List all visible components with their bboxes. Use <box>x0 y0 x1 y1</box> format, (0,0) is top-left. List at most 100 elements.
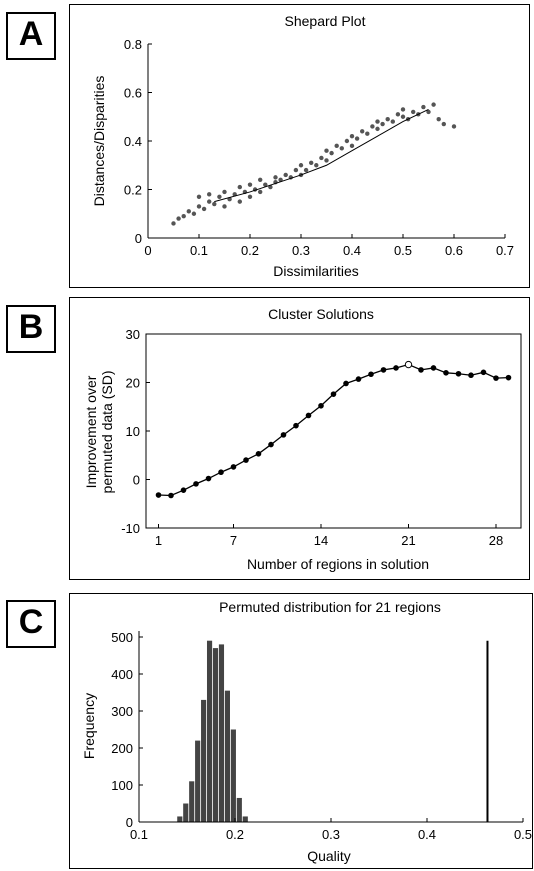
cluster-line <box>158 363 509 497</box>
x-tick-label: 28 <box>489 533 503 548</box>
x-tick-label: 0.7 <box>496 243 514 258</box>
shepard-point <box>293 167 299 173</box>
x-tick-label: 0.2 <box>226 827 244 842</box>
shepard-point <box>365 131 370 136</box>
cluster-point <box>305 412 312 419</box>
histogram-bar <box>206 640 213 822</box>
y-tick-label: 0.6 <box>124 86 142 101</box>
chart-a-x-ticks: 0 0.1 0.2 0.3 0.4 0.5 0.6 0.7 <box>144 234 514 258</box>
cluster-point <box>468 372 474 379</box>
shepard-point <box>324 158 329 163</box>
cluster-point <box>393 365 399 371</box>
chart-a-title: Shepard Plot <box>285 13 366 29</box>
x-tick-label: 0.6 <box>445 243 463 258</box>
cluster-point <box>293 422 299 429</box>
cluster-point <box>355 376 362 382</box>
shepard-point <box>212 201 217 207</box>
shepard-point <box>247 182 253 187</box>
shepard-point <box>217 194 222 199</box>
cluster-point <box>505 374 512 381</box>
chart-b-y-ticks: -10 0 10 20 30 <box>121 327 150 536</box>
x-tick-label: 0 <box>144 243 151 258</box>
y-tick-label: 0.2 <box>124 183 142 198</box>
shepard-point <box>196 194 202 199</box>
chart-shepard: Shepard Plot 0 0.1 0.2 0.3 0.4 0.5 0.6 0.7 0 0.2… <box>91 13 514 279</box>
shepard-point <box>303 167 309 173</box>
shepard-point <box>370 124 375 129</box>
cluster-points <box>155 360 512 499</box>
panel-c-frame <box>69 593 533 869</box>
cluster-point <box>430 365 437 371</box>
x-tick-label: 7 <box>230 533 237 548</box>
histogram-bar <box>201 699 207 822</box>
chart-a-y-ticks: 0 0.2 0.4 0.6 0.8 <box>124 37 152 246</box>
shepard-point <box>191 211 197 216</box>
shepard-point <box>441 121 446 127</box>
cluster-point <box>318 402 324 409</box>
shepard-points <box>171 102 457 226</box>
chart-b-y-label-line2: permuted data (SD) <box>99 371 115 494</box>
cluster-point <box>455 370 462 377</box>
chart-c-y-label: Frequency <box>81 693 97 759</box>
cluster-point <box>168 492 174 499</box>
histogram-bar <box>230 729 236 822</box>
shepard-point <box>426 109 431 115</box>
cluster-point <box>368 371 374 378</box>
y-tick-label: 30 <box>126 327 140 342</box>
shepard-point <box>451 124 457 129</box>
shepard-point <box>339 146 344 151</box>
chart-c-x-ticks: 0.1 0.2 0.3 0.4 0.5 <box>130 818 532 842</box>
cluster-point <box>480 369 487 376</box>
histogram-bar <box>218 644 225 822</box>
histogram-bar <box>242 816 248 822</box>
cluster-point <box>443 370 449 376</box>
shepard-point <box>196 204 202 209</box>
cluster-point <box>280 432 287 438</box>
shepard-point <box>324 148 329 153</box>
shepard-point <box>283 172 288 178</box>
shepard-point <box>181 213 186 219</box>
cluster-point <box>380 367 387 373</box>
cluster-point <box>330 391 337 397</box>
x-tick-label: 0.3 <box>292 243 310 258</box>
chart-b-axes-box <box>145 333 522 529</box>
shepard-point <box>334 143 339 149</box>
shepard-point <box>319 155 324 161</box>
shepard-point <box>237 184 242 190</box>
cluster-point <box>205 475 212 482</box>
chart-b-x-ticks: 1 7 14 21 28 <box>155 524 503 548</box>
cluster-point <box>418 367 424 373</box>
chart-a-x-label: Dissimilarities <box>273 263 359 279</box>
y-tick-label: 0 <box>133 473 140 488</box>
histogram-bar <box>212 648 219 822</box>
shepard-point <box>207 192 212 197</box>
y-tick-label: 0.8 <box>124 37 142 52</box>
y-tick-label: 300 <box>111 704 133 719</box>
panel-label-c: C <box>6 600 56 648</box>
chart-b-y-label-line1: Improvement over <box>83 375 99 488</box>
shepard-point <box>186 209 191 214</box>
shepard-point <box>263 182 268 187</box>
panel-a-frame <box>69 4 530 288</box>
shepard-point <box>360 129 365 134</box>
x-tick-label: 0.4 <box>343 243 361 258</box>
shepard-fit-line <box>214 109 429 203</box>
y-tick-label: 10 <box>126 424 140 439</box>
cluster-point <box>180 487 187 493</box>
shepard-point <box>344 138 350 144</box>
shepard-point <box>385 116 390 122</box>
histogram-bar <box>189 781 195 822</box>
shepard-point <box>222 204 227 209</box>
y-tick-label: 400 <box>111 667 133 682</box>
cluster-point <box>243 457 249 463</box>
cluster-point <box>155 492 162 498</box>
shepard-point <box>411 109 416 115</box>
histogram-bar <box>177 816 183 822</box>
shepard-point <box>176 216 181 221</box>
shepard-point <box>207 199 212 204</box>
chart-cluster: Cluster Solutions 1 7 14 21 28 -10 0 10 20 30 Nu… <box>83 306 522 572</box>
shepard-point <box>273 175 278 180</box>
cluster-point <box>230 464 237 470</box>
shepard-point <box>329 150 334 156</box>
x-tick-label: 0.1 <box>130 827 148 842</box>
